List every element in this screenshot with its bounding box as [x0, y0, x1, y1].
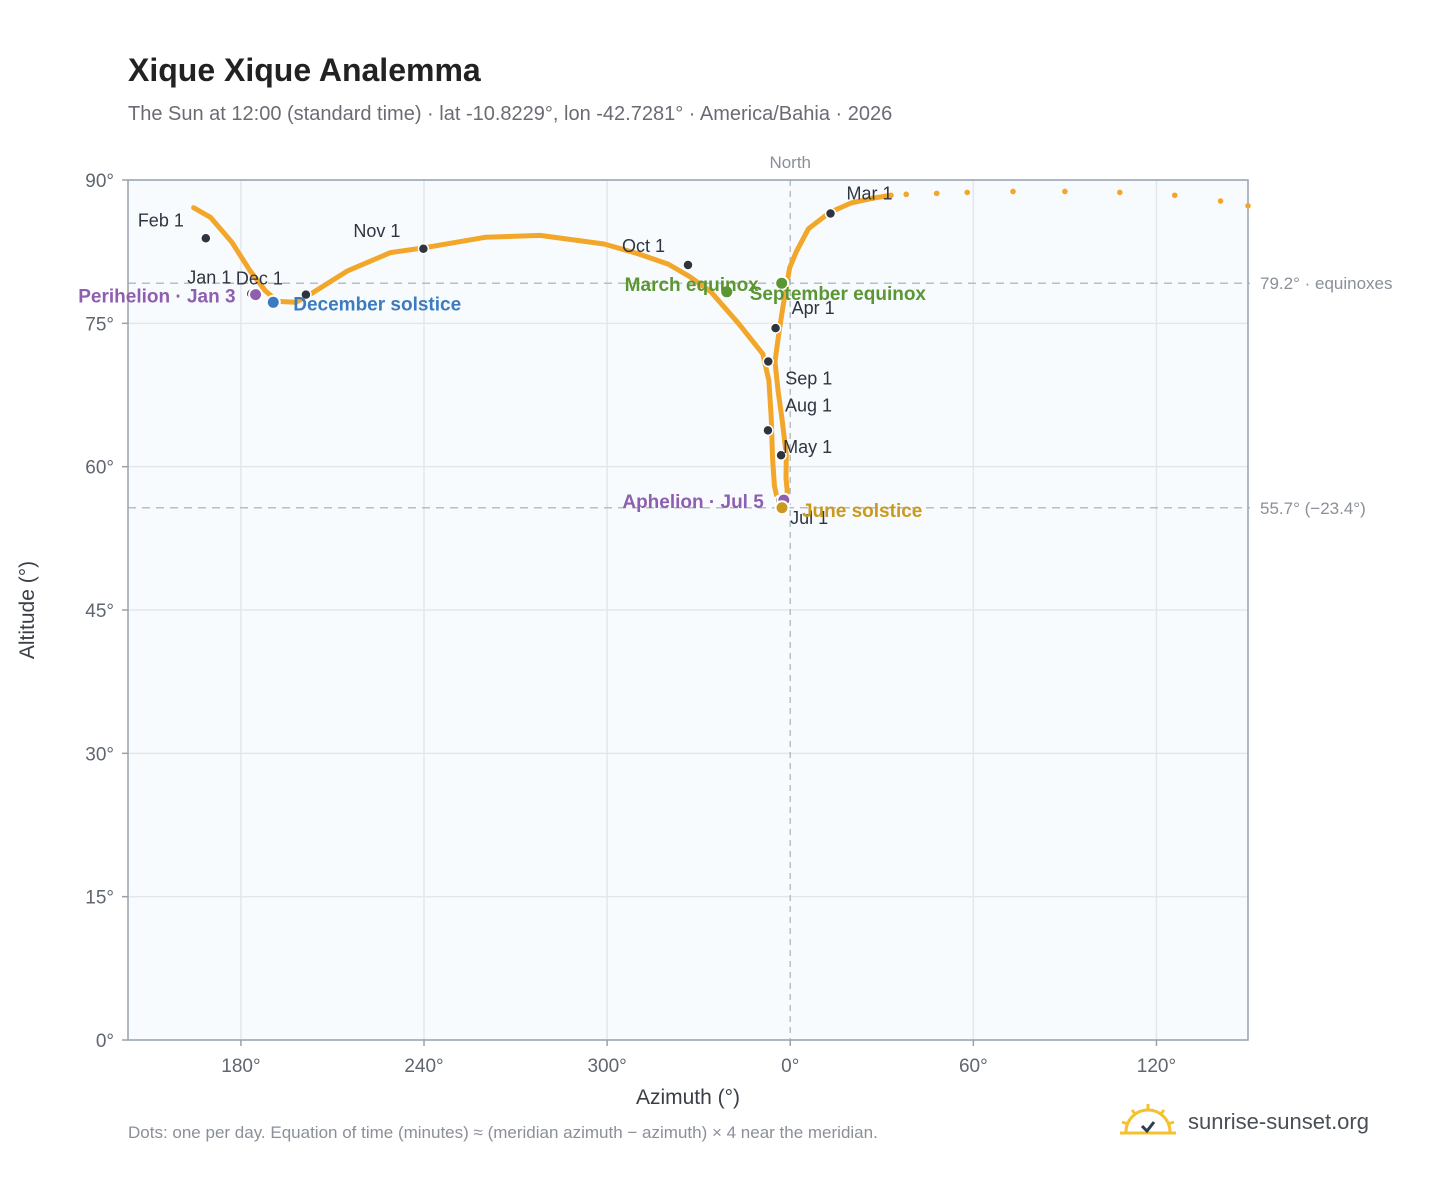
month-marker	[682, 259, 694, 271]
analemma-day-dot	[1062, 188, 1068, 195]
y-tick-label: 45°	[85, 601, 114, 622]
chart-title: Xique Xique Analemma	[128, 52, 481, 88]
key-point-label: December solstice	[293, 294, 461, 315]
key-point-marker	[774, 275, 790, 291]
analemma-day-dot	[933, 190, 940, 197]
analemma-day-dot	[1245, 203, 1251, 209]
x-tick-label: 120°	[1137, 1056, 1176, 1077]
month-marker	[775, 449, 787, 461]
month-label: Dec 1	[236, 269, 283, 289]
reference-line-label: 55.7° (−23.4°)	[1260, 499, 1366, 518]
y-tick-label: 60°	[85, 458, 114, 479]
x-tick-label: 0°	[781, 1056, 799, 1077]
key-point-marker	[248, 287, 264, 303]
analemma-day-dot	[964, 189, 971, 196]
key-point-label: September equinox	[750, 284, 927, 305]
x-tick-label: 180°	[221, 1056, 260, 1077]
analemma-day-dot	[1010, 188, 1016, 195]
key-point-marker	[774, 500, 790, 516]
analemma-curve	[191, 192, 894, 510]
key-point-label: Aphelion · Jul 5	[622, 492, 764, 513]
key-point-label: June solstice	[802, 501, 922, 522]
month-label: Feb 1	[138, 210, 184, 230]
key-point-label: March equinox	[625, 275, 760, 296]
footnote: Dots: one per day. Equation of time (min…	[128, 1123, 878, 1142]
y-tick-label: 90°	[85, 171, 114, 192]
y-tick-label: 75°	[85, 314, 114, 335]
analemma-day-dot	[870, 195, 876, 201]
reference-line-label: 79.2° · equinoxes	[1260, 274, 1393, 293]
month-label: Nov 1	[353, 221, 400, 241]
key-point-label: Perihelion · Jan 3	[78, 287, 235, 308]
month-label: Jul 1	[790, 508, 828, 528]
month-marker	[762, 355, 775, 368]
x-tick-label: 300°	[587, 1056, 626, 1077]
month-label: Apr 1	[792, 298, 835, 318]
month-label: Mar 1	[847, 183, 893, 203]
key-point-marker	[719, 284, 735, 300]
month-label: Aug 1	[785, 395, 832, 415]
analemma-day-dot	[1117, 189, 1123, 196]
y-tick-label: 30°	[85, 744, 114, 765]
key-point-marker	[265, 294, 281, 310]
month-label: Sep 1	[785, 369, 832, 389]
sun-logo-icon	[1120, 1104, 1176, 1135]
analemma-day-dot	[888, 192, 894, 199]
brand-text: sunrise-sunset.org	[1188, 1109, 1369, 1134]
north-label: North	[769, 153, 811, 172]
x-tick-label: 240°	[404, 1056, 443, 1077]
month-marker	[417, 243, 430, 255]
month-label: Jan 1	[187, 268, 231, 288]
month-marker	[762, 424, 774, 437]
month-marker	[769, 322, 782, 334]
analemma-day-dot	[903, 191, 910, 198]
y-tick-label: 15°	[85, 888, 114, 909]
month-marker	[200, 232, 212, 245]
x-axis-label: Azimuth (°)	[636, 1086, 740, 1109]
analemma-day-dot	[1217, 198, 1224, 204]
x-tick-label: 60°	[959, 1056, 988, 1077]
analemma-day-dot	[1171, 192, 1178, 199]
brand[interactable]: sunrise-sunset.org	[1120, 1102, 1369, 1142]
month-label: May 1	[783, 437, 832, 457]
y-axis-label: Altitude (°)	[16, 561, 39, 659]
month-marker	[300, 288, 312, 301]
chart-subtitle: The Sun at 12:00 (standard time) · lat -…	[128, 103, 893, 125]
y-tick-label: 0°	[96, 1031, 114, 1052]
month-label: Oct 1	[622, 236, 665, 256]
month-marker	[824, 207, 837, 220]
